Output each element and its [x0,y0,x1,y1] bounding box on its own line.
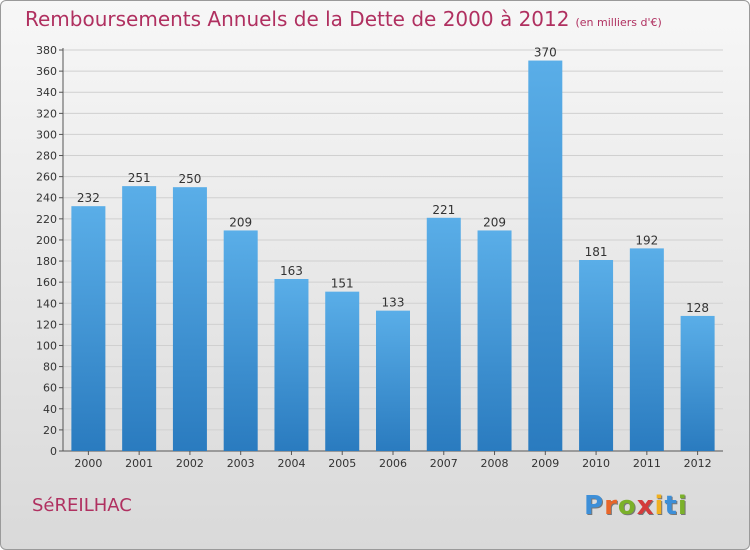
bar-2000 [71,206,106,451]
bars [71,60,715,451]
bar-2012 [680,315,715,451]
y-tick-label: 100 [36,339,57,352]
y-tick-label: 140 [36,297,57,310]
labels: 0 20 40 60 80 100 120 140 160 180 200 220 240 260 280 3… [36,44,712,470]
x-tick-label-2010: 2010 [582,457,610,470]
value-label-2004: 163 [280,264,303,278]
y-tick-label: 200 [36,234,57,247]
bar-2007 [426,217,461,451]
y-tick-label: 380 [36,44,57,57]
value-label-2007: 221 [432,203,455,217]
value-label-2005: 151 [331,277,354,291]
y-tick-label: 60 [43,382,57,395]
x-tick-label-2009: 2009 [531,457,559,470]
bar-2011 [629,248,664,451]
x-tick-label-2006: 2006 [379,457,407,470]
x-tick-label-2000: 2000 [74,457,102,470]
x-tick-label-2002: 2002 [176,457,204,470]
proxiti-logo: Proxiti [584,491,688,521]
value-label-2003: 209 [229,215,252,229]
x-tick-label-2008: 2008 [481,457,509,470]
x-tick-label-2011: 2011 [633,457,661,470]
y-tick-label: 80 [43,361,57,374]
bar-2006 [376,310,410,451]
bar-2008 [477,230,512,451]
value-label-2001: 251 [128,171,151,185]
y-tick-label: 340 [36,86,57,99]
bar-2010 [579,259,614,451]
y-tick-label: 320 [36,107,57,120]
value-label-2000: 232 [77,191,100,205]
y-tick-label: 240 [36,192,57,205]
value-label-2010: 181 [585,245,608,259]
value-label-2008: 209 [483,215,506,229]
y-tick-label: 300 [36,128,57,141]
x-tick-label-2003: 2003 [227,457,255,470]
bar-2001 [122,186,157,451]
value-label-2009: 370 [534,46,557,60]
bar-2005 [325,291,360,451]
y-tick-label: 280 [36,150,57,163]
x-tick-label-2004: 2004 [277,457,305,470]
value-label-2002: 250 [178,172,201,186]
x-tick-label-2001: 2001 [125,457,153,470]
chart-subtitle: (en milliers d'€) [575,16,662,29]
x-tick-label-2007: 2007 [430,457,458,470]
bar-2002 [172,187,207,451]
bar-2004 [274,278,309,451]
chart-title-text: Remboursements Annuels de la Dette de 20… [25,7,570,31]
value-label-2011: 192 [635,233,658,247]
y-tick-label: 260 [36,171,57,184]
bar-2009 [528,60,563,451]
chart-title: Remboursements Annuels de la Dette de 20… [25,7,662,31]
y-tick-label: 220 [36,213,57,226]
y-tick-label: 120 [36,318,57,331]
y-tick-label: 360 [36,65,57,78]
bar-2003 [223,230,258,451]
town-name: SéREILHAC [32,495,132,516]
y-tick-label: 40 [43,403,57,416]
y-tick-label: 20 [43,424,57,437]
value-label-2012: 128 [686,301,709,315]
y-tick-label: 160 [36,276,57,289]
x-tick-label-2012: 2012 [684,457,712,470]
y-tick-label: 0 [50,445,57,458]
y-tick-label: 180 [36,255,57,268]
value-label-2006: 133 [382,296,405,310]
x-tick-label-2005: 2005 [328,457,356,470]
